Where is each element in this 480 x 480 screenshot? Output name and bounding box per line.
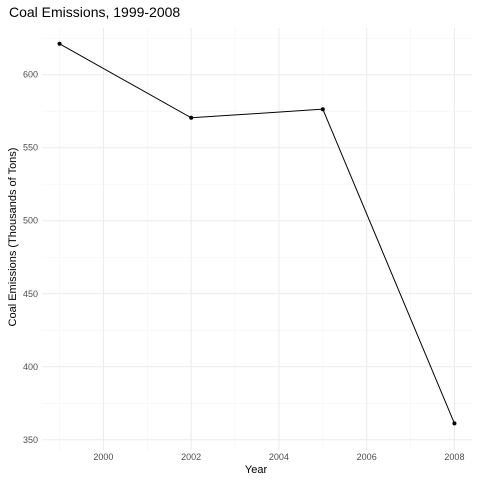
y-tick-label-0: 350 [23,435,38,445]
y-tick-label-4: 550 [23,143,38,153]
data-point-2005 [320,107,325,112]
y-tick-label-5: 600 [23,70,38,80]
data-point-2008 [452,421,457,426]
series [57,41,457,426]
x-tick-label-3: 2006 [357,452,377,462]
y-axis-title: Coal Emissions (Thousands of Tons) [7,148,19,327]
y-tick-label-1: 400 [23,362,38,372]
tick-labels: 2000 2002 2004 2006 2008 350 400 450 500 550 600 [23,70,464,462]
series-line-0 [59,43,455,424]
x-tick-label-0: 2000 [93,452,113,462]
y-tick-label-2: 450 [23,289,38,299]
x-tick-label-4: 2008 [444,452,464,462]
x-axis-title: Year [245,464,268,476]
y-tick-label-3: 500 [23,216,38,226]
grid [42,28,472,450]
x-tick-label-2: 2004 [269,452,289,462]
data-point-2002 [189,115,194,120]
data-point-1999 [57,41,62,46]
x-tick-label-1: 2002 [181,452,201,462]
chart-title: Coal Emissions, 1999-2008 [9,4,180,20]
